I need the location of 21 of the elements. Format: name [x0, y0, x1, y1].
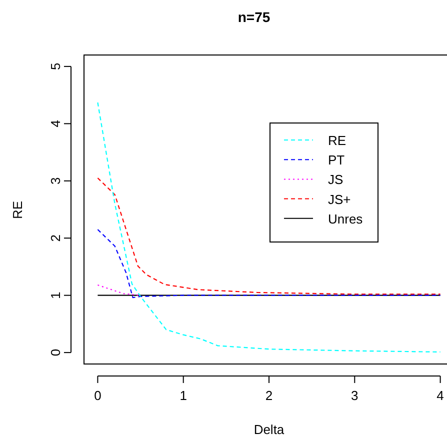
y-tick-label: 2 — [48, 234, 63, 242]
y-tick-label: 1 — [48, 292, 63, 299]
y-tick-label: 3 — [48, 177, 63, 185]
legend-label: JS+ — [328, 192, 351, 207]
legend-label: PT — [328, 152, 345, 168]
x-tick-label: 1 — [180, 388, 187, 403]
line-series — [97, 102, 441, 353]
x-tick-label: 3 — [351, 388, 358, 403]
x-tick-label: 4 — [436, 388, 444, 403]
x-tick-label: 2 — [265, 388, 273, 403]
legend-label: Unres — [328, 211, 364, 226]
x-axis-title: Delta — [254, 422, 285, 437]
line-series — [97, 228, 441, 298]
y-tick-label: 0 — [48, 348, 63, 356]
legend-label: JS — [328, 172, 344, 188]
y-axis-title: RE — [10, 200, 25, 220]
chart-title: n=75 — [238, 9, 270, 25]
y-tick-label: 5 — [48, 62, 63, 70]
legend-label: RE — [328, 133, 346, 148]
x-tick-label: 0 — [94, 388, 102, 403]
y-tick-label: 4 — [48, 120, 63, 128]
